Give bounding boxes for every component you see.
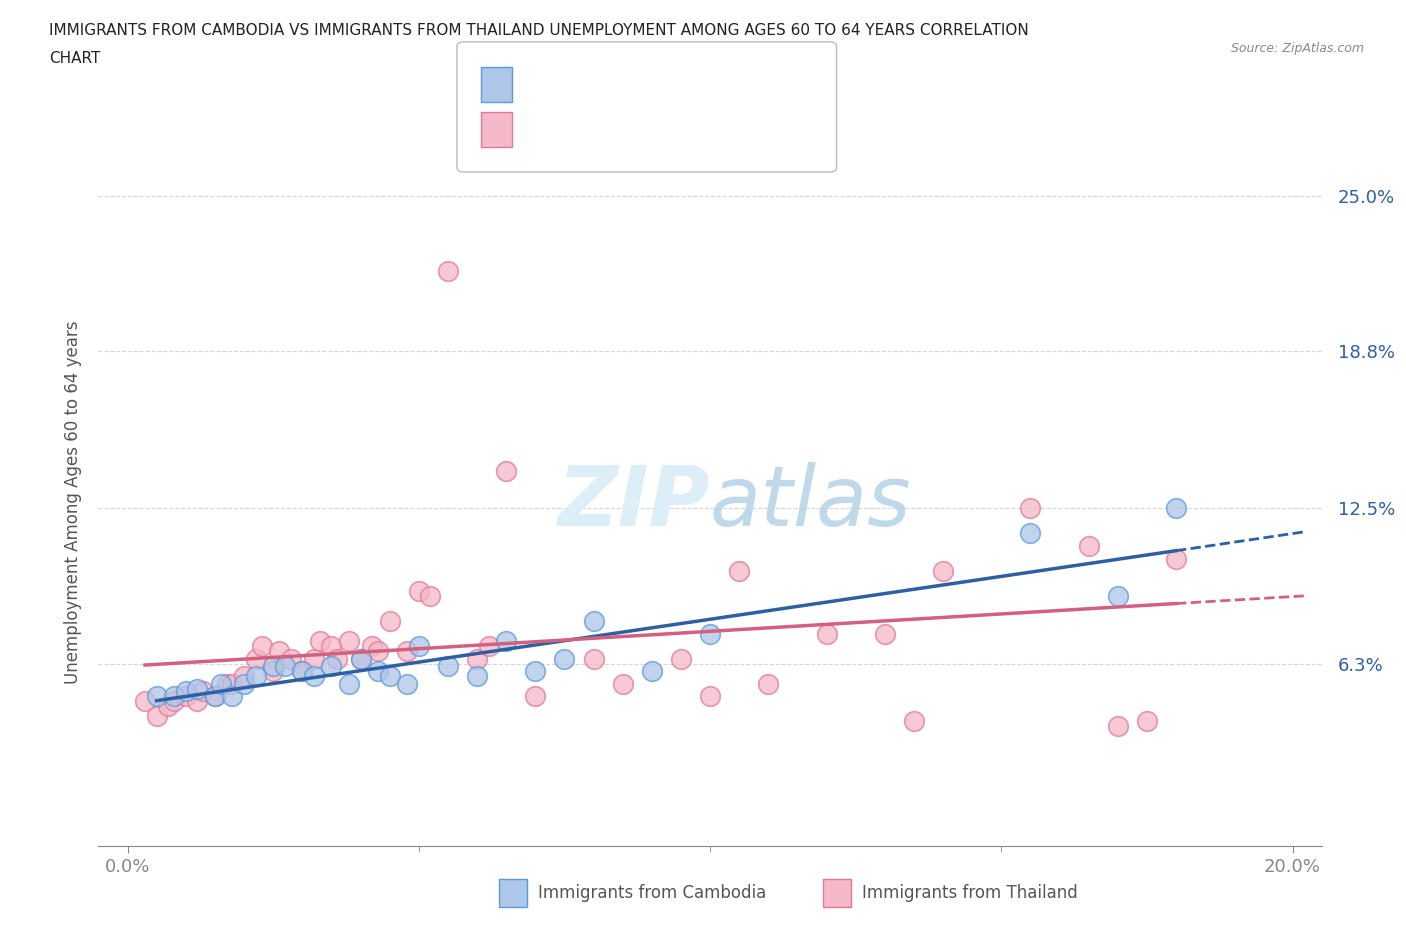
Point (465, 669, 488, 684)
Point (1019, 526, 1042, 541)
Point (145, 709, 167, 724)
Text: Immigrants from Thailand: Immigrants from Thailand (862, 884, 1077, 902)
Point (699, 626, 721, 641)
Point (174, 684, 197, 698)
Point (349, 651, 371, 666)
Point (349, 651, 371, 666)
Point (582, 614, 605, 629)
Point (267, 644, 290, 658)
Point (641, 664, 664, 679)
Point (756, 676, 779, 691)
Point (302, 651, 325, 666)
Point (337, 676, 360, 691)
Text: N =: N = (631, 74, 683, 93)
Point (204, 689, 226, 704)
Point (262, 658, 284, 673)
Point (174, 689, 197, 704)
Point (163, 689, 186, 704)
Text: IMMIGRANTS FROM CAMBODIA VS IMMIGRANTS FROM THAILAND UNEMPLOYMENT AMONG AGES 60 : IMMIGRANTS FROM CAMBODIA VS IMMIGRANTS F… (49, 23, 1029, 38)
Point (134, 694, 156, 709)
Point (437, 263, 460, 278)
Point (1164, 551, 1187, 566)
Point (437, 658, 460, 673)
Point (669, 651, 692, 666)
Point (308, 633, 330, 648)
Text: Source: ZipAtlas.com: Source: ZipAtlas.com (1230, 42, 1364, 55)
Point (465, 651, 488, 666)
Point (408, 639, 430, 654)
Point (326, 651, 349, 666)
Point (378, 669, 401, 684)
Text: Immigrants from Cambodia: Immigrants from Cambodia (538, 884, 766, 902)
Point (221, 689, 243, 704)
Point (367, 644, 389, 658)
Point (209, 676, 232, 691)
Point (245, 651, 267, 666)
Point (378, 614, 401, 629)
Point (396, 644, 419, 658)
Point (419, 589, 441, 604)
Point (903, 713, 925, 728)
Point (245, 669, 267, 684)
Point (274, 658, 297, 673)
Point (233, 676, 256, 691)
Point (186, 694, 208, 709)
Point (873, 626, 896, 641)
Text: CHART: CHART (49, 51, 101, 66)
Point (186, 681, 208, 696)
Point (582, 651, 605, 666)
Point (163, 694, 186, 709)
Point (250, 639, 273, 654)
Point (1077, 538, 1099, 553)
Point (361, 639, 384, 654)
Point (699, 689, 721, 704)
Text: 38: 38 (692, 119, 717, 138)
Point (495, 463, 517, 478)
Point (553, 651, 575, 666)
Text: R =: R = (526, 74, 565, 93)
Point (478, 639, 501, 654)
Point (193, 684, 215, 698)
Point (495, 633, 517, 648)
Text: N =: N = (631, 119, 683, 138)
Point (321, 658, 343, 673)
Point (932, 564, 955, 578)
Point (1107, 589, 1129, 604)
Point (215, 676, 238, 691)
Point (1164, 501, 1187, 516)
Point (408, 584, 430, 599)
Point (524, 664, 547, 679)
Point (204, 689, 226, 704)
Point (302, 669, 325, 684)
Point (321, 639, 343, 654)
Text: atlas: atlas (710, 461, 911, 543)
Point (291, 664, 314, 679)
Point (367, 664, 389, 679)
Text: 0.677: 0.677 (568, 74, 624, 93)
Point (1107, 719, 1129, 734)
Text: 16: 16 (692, 74, 717, 93)
Point (262, 664, 284, 679)
Text: R =: R = (526, 119, 565, 138)
Point (524, 689, 547, 704)
Point (1019, 501, 1042, 516)
Point (1136, 713, 1159, 728)
Point (396, 676, 419, 691)
Point (815, 626, 838, 641)
Y-axis label: Unemployment Among Ages 60 to 64 years: Unemployment Among Ages 60 to 64 years (63, 321, 82, 684)
Text: 0.251: 0.251 (568, 119, 624, 138)
Point (728, 564, 751, 578)
Point (337, 633, 360, 648)
Point (612, 676, 634, 691)
Point (145, 689, 167, 704)
Point (157, 698, 180, 713)
Text: ZIP: ZIP (557, 461, 710, 543)
Point (291, 664, 314, 679)
Point (233, 669, 256, 684)
Point (221, 676, 243, 691)
Point (280, 651, 302, 666)
